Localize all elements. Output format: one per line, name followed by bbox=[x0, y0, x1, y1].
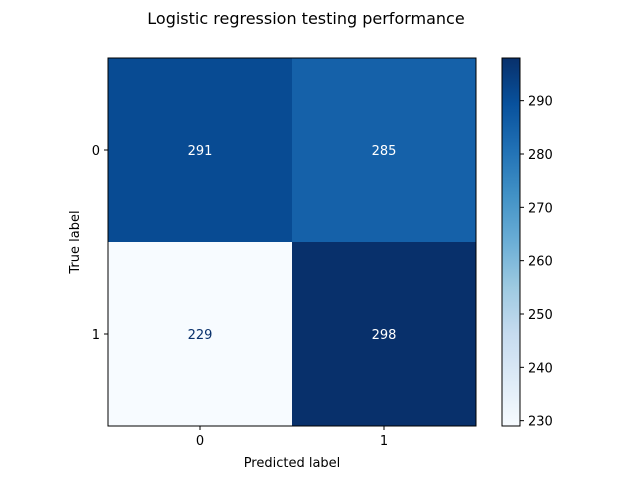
cell-labels: 291 285 229 298 bbox=[188, 144, 397, 343]
x-tick-label: 0 bbox=[196, 434, 204, 449]
cell-value-0-0: 291 bbox=[188, 144, 213, 159]
y-tick-label: 1 bbox=[92, 328, 100, 343]
cell-1-1 bbox=[292, 242, 476, 426]
heatmap-cells bbox=[108, 58, 476, 426]
cell-1-0 bbox=[108, 242, 292, 426]
x-axis-label: Predicted label bbox=[244, 456, 341, 471]
colorbar-tick-label: 250 bbox=[528, 308, 553, 323]
colorbar-tick-label: 230 bbox=[528, 415, 553, 430]
colorbar-tick-label: 270 bbox=[528, 201, 553, 216]
y-tick-label: 0 bbox=[92, 144, 100, 159]
cell-0-0 bbox=[108, 58, 292, 242]
colorbar-tick-label: 240 bbox=[528, 361, 553, 376]
x-tick-label: 1 bbox=[380, 434, 388, 449]
cell-value-0-1: 285 bbox=[372, 144, 397, 159]
colorbar-ticks: 230 240 250 260 270 280 290 bbox=[520, 95, 553, 430]
colorbar-tick-label: 290 bbox=[528, 95, 553, 110]
colorbar-tick-label: 280 bbox=[528, 148, 553, 163]
colorbar-tick-label: 260 bbox=[528, 255, 553, 270]
cell-value-1-1: 298 bbox=[372, 328, 397, 343]
chart-title: Logistic regression testing performance bbox=[147, 9, 464, 28]
plot-frame bbox=[107, 57, 477, 427]
colorbar bbox=[501, 57, 521, 427]
y-axis-label: True label bbox=[68, 210, 83, 274]
y-axis: 01 bbox=[92, 144, 108, 343]
cell-0-1 bbox=[292, 58, 476, 242]
cell-value-1-0: 229 bbox=[188, 328, 213, 343]
